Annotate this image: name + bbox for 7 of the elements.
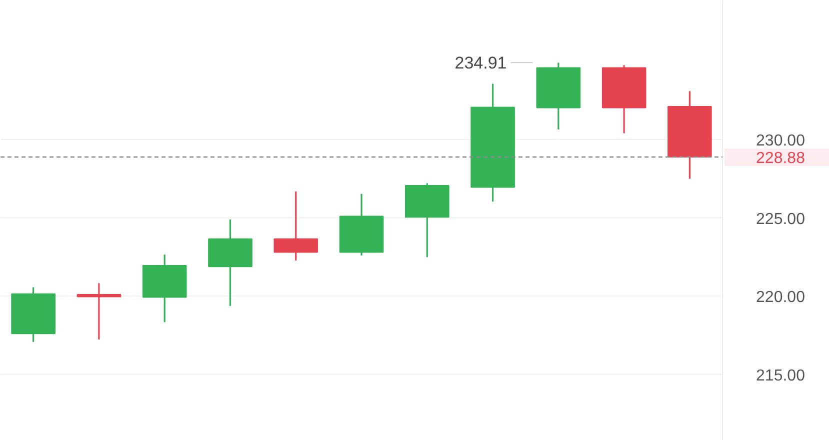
y-tick-label: 220.00 [756,289,806,306]
annotation: 234.91 [454,54,507,73]
y-tick-label: 230.00 [756,132,806,150]
ref-line-label: 228.88 [756,150,806,168]
y-tick-label: 225.00 [756,210,806,228]
candlestick [76,282,122,340]
y-tick-label: 215.00 [756,367,806,384]
